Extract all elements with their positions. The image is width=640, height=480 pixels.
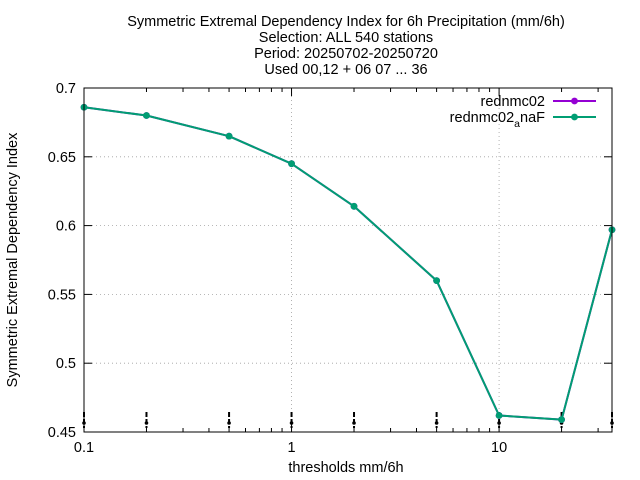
series-line-1 xyxy=(83,106,613,421)
data-series xyxy=(80,103,616,424)
y-tick-label: 0.45 xyxy=(48,425,76,441)
legend-marker-rednmc02-anaF xyxy=(571,113,578,121)
legend-label-rednmc02-anaF: rednmc02anaF xyxy=(450,110,545,130)
legend: rednmc02 rednmc02anaF xyxy=(450,94,596,130)
y-tick-label: 0.6 xyxy=(56,219,76,235)
y-tick-label: 0.65 xyxy=(48,150,76,166)
series-point-1 xyxy=(495,412,503,419)
threshold-marker-dot xyxy=(497,421,501,425)
threshold-marker-dot xyxy=(144,421,149,425)
x-tick-label: 0.1 xyxy=(74,440,94,456)
chart-title: Symmetric Extremal Dependency Index for … xyxy=(127,14,565,78)
axis-ticks: 0.45 0.5 0.55 0.6 0.65 0.7 0.1 1 10 xyxy=(48,81,612,456)
threshold-markers xyxy=(82,412,614,428)
legend-entry-rednmc02-anaF: rednmc02anaF xyxy=(450,110,596,130)
x-tick-label: 1 xyxy=(288,440,296,456)
series-point-1 xyxy=(558,416,565,424)
series-point-1 xyxy=(225,132,233,140)
legend-label-rednmc02-base: rednmc02 xyxy=(481,94,545,110)
series-point-1 xyxy=(350,202,358,210)
legend-entry-rednmc02: rednmc02 xyxy=(481,94,596,110)
series-point-1 xyxy=(288,160,295,168)
chart-title-line-2: Selection: ALL 540 stations xyxy=(259,30,433,46)
legend-label-rednmc02-anaF-tail: naF xyxy=(520,110,545,126)
threshold-marker-dot xyxy=(352,421,356,425)
chart-title-line-4: Used 00,12 + 06 07 ... 36 xyxy=(264,62,427,78)
plot-area-border xyxy=(83,87,613,433)
chart-title-line-3: Period: 20250702-20250720 xyxy=(254,46,438,62)
threshold-marker-dot xyxy=(227,421,231,425)
y-tick-label: 0.7 xyxy=(56,81,76,97)
y-tick-label: 0.5 xyxy=(56,356,76,372)
y-tick-label: 0.55 xyxy=(48,287,76,303)
legend-label-rednmc02-anaF-base: rednmc02 xyxy=(450,110,514,126)
y-axis-label: Symmetric Extremal Dependency Index xyxy=(5,132,21,387)
series-point-1 xyxy=(143,112,150,119)
legend-label-rednmc02-anaF-subscript: a xyxy=(514,118,520,130)
x-axis-label: thresholds mm/6h xyxy=(288,460,403,476)
legend-label-rednmc02: rednmc02 xyxy=(481,94,545,110)
x-tick-label: 10 xyxy=(491,440,507,456)
series-point-1 xyxy=(433,277,441,285)
threshold-marker-dot xyxy=(289,421,294,425)
grid-lines xyxy=(84,88,612,432)
chart-title-line-1: Symmetric Extremal Dependency Index for … xyxy=(127,14,565,30)
series-line-0 xyxy=(83,106,613,421)
threshold-marker-dot xyxy=(434,421,439,425)
legend-marker-rednmc02 xyxy=(571,97,578,105)
